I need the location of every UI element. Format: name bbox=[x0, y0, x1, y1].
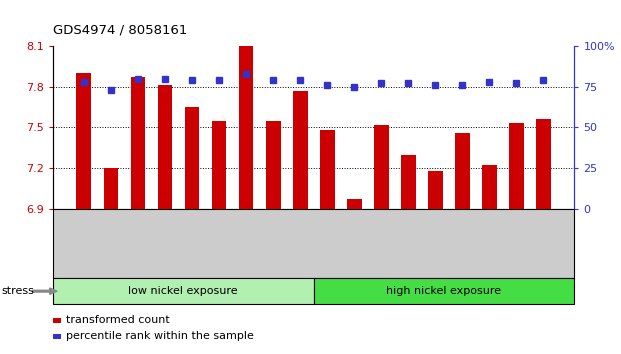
Bar bbox=[482, 165, 497, 209]
Bar bbox=[130, 77, 145, 209]
Bar bbox=[374, 125, 389, 209]
Bar bbox=[292, 91, 307, 209]
Bar bbox=[76, 73, 91, 209]
Bar bbox=[158, 85, 173, 209]
Bar bbox=[212, 121, 227, 209]
Bar bbox=[238, 46, 253, 209]
Text: high nickel exposure: high nickel exposure bbox=[386, 286, 502, 296]
Bar bbox=[428, 171, 443, 209]
Text: stress: stress bbox=[1, 286, 34, 296]
Text: transformed count: transformed count bbox=[66, 315, 170, 325]
Bar bbox=[455, 133, 469, 209]
Bar bbox=[401, 155, 415, 209]
Text: percentile rank within the sample: percentile rank within the sample bbox=[66, 331, 254, 341]
Text: GDS4974 / 8058161: GDS4974 / 8058161 bbox=[53, 23, 187, 36]
Bar bbox=[347, 199, 361, 209]
Bar bbox=[320, 130, 335, 209]
Bar bbox=[104, 168, 119, 209]
Bar bbox=[266, 121, 281, 209]
Text: low nickel exposure: low nickel exposure bbox=[129, 286, 238, 296]
Bar bbox=[536, 119, 551, 209]
Bar bbox=[509, 123, 524, 209]
Bar bbox=[184, 107, 199, 209]
